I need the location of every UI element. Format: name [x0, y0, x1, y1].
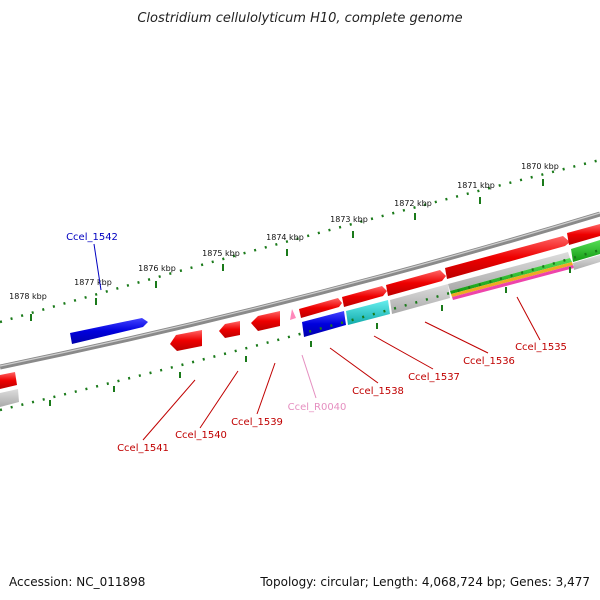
accession-text: Accession: NC_011898 [9, 575, 145, 589]
gene-ccel-1538[interactable] [299, 298, 342, 318]
gene-label-ccel-1536[interactable]: Ccel_1536 [463, 356, 515, 367]
gene-ccel-1542[interactable] [70, 318, 148, 344]
genome-backbone [0, 211, 600, 370]
gene-ccel-r0040[interactable] [290, 309, 296, 320]
gene-grey-left-partial[interactable] [0, 389, 19, 407]
ruler-inner-dots [0, 248, 600, 412]
gene-ccel-1536[interactable] [386, 270, 446, 296]
ruler-label: 1876 kbp [138, 264, 176, 273]
gene-label-ccel-1541[interactable]: Ccel_1541 [117, 443, 169, 454]
page-title: Clostridium cellulolyticum H10, complete… [137, 11, 462, 26]
gene-blue-lower[interactable] [302, 311, 346, 337]
genome-summary-text: Topology: circular; Length: 4,068,724 bp… [259, 575, 590, 589]
ruler-label: 1877 kbp [74, 278, 112, 287]
gene-labels: Ccel_1542 Ccel_1541 Ccel_1540 Ccel_1539 … [66, 232, 567, 454]
ruler-label: 1872 kbp [394, 199, 432, 208]
ruler-label: 1875 kbp [202, 249, 240, 258]
ruler-inner-major-ticks [49, 267, 571, 406]
gene-grey-right[interactable] [573, 255, 600, 270]
gene-ccel-1537[interactable] [342, 286, 387, 307]
gene-label-ccel-1535[interactable]: Ccel_1535 [515, 342, 567, 353]
ruler-label: 1878 kbp [9, 292, 47, 301]
leader-lines [93, 243, 541, 441]
gene-grey-stack[interactable] [448, 252, 570, 291]
gene-ccel-1534-partial[interactable] [567, 224, 600, 245]
gene-label-ccel-1539[interactable]: Ccel_1539 [231, 417, 283, 428]
genome-backbone-highlight [0, 212, 600, 367]
forward-strand-genes [70, 224, 600, 344]
ruler-label: 1874 kbp [266, 233, 304, 242]
ruler-label: 1873 kbp [330, 215, 368, 224]
gene-label-ccel-1542[interactable]: Ccel_1542 [66, 232, 118, 243]
reverse-strand-genes [0, 240, 600, 407]
gene-label-ccel-1537[interactable]: Ccel_1537 [408, 372, 460, 383]
gene-green-right[interactable] [571, 240, 600, 262]
gene-label-ccel-r0040[interactable]: Ccel_R0040 [288, 402, 347, 413]
gene-ccel-1539[interactable] [251, 311, 280, 331]
ruler-outer-major-ticks [30, 179, 544, 321]
gene-cyan-lower[interactable] [346, 300, 390, 325]
gene-ccel-1540[interactable] [219, 321, 240, 338]
ruler-labels: 1870 kbp 1871 kbp 1872 kbp 1873 kbp 1874… [9, 162, 559, 301]
ruler-label: 1871 kbp [457, 181, 495, 190]
gene-red-left-partial[interactable] [0, 372, 17, 389]
gene-pink-stack[interactable] [452, 265, 574, 300]
ruler-label: 1870 kbp [521, 162, 559, 171]
gene-orange-stack[interactable] [451, 262, 573, 297]
gene-label-ccel-1540[interactable]: Ccel_1540 [175, 430, 227, 441]
gene-label-ccel-1538[interactable]: Ccel_1538 [352, 386, 404, 397]
gene-ccel-1535[interactable] [445, 236, 570, 279]
gene-ccel-1541[interactable] [170, 330, 202, 351]
